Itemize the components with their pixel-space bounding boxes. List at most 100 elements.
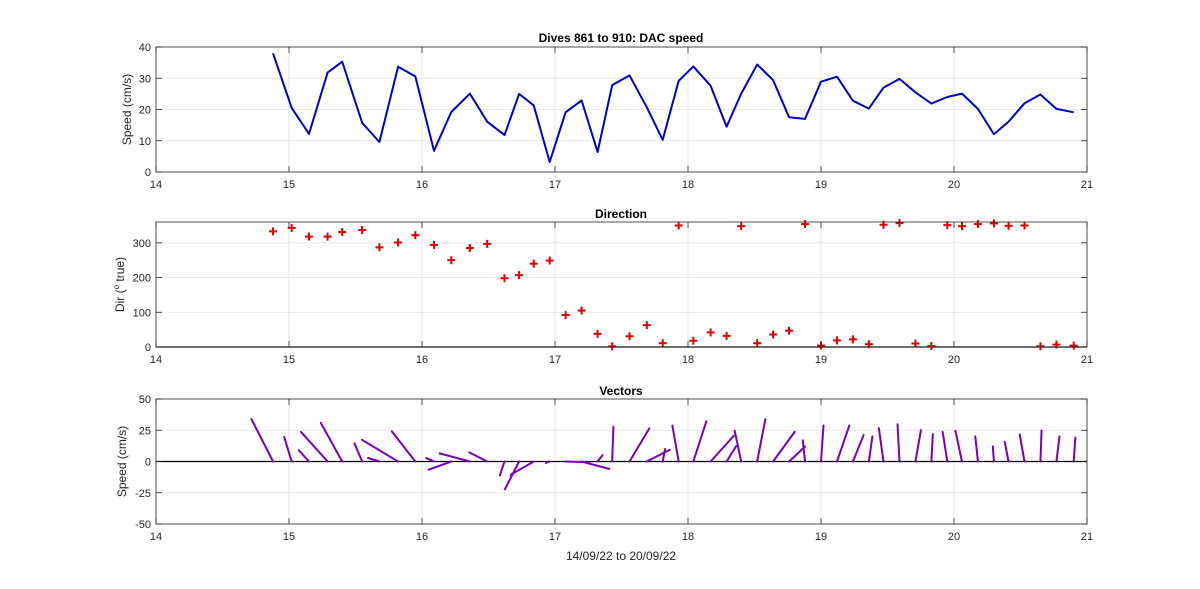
speed-x-ticks: 14 15 16 17 18 19 20 21 — [150, 47, 1093, 191]
vector-stick — [896, 423, 901, 463]
direction-point — [911, 339, 920, 348]
vector-stick — [611, 425, 615, 463]
vector-stick — [733, 429, 743, 463]
direction-point — [429, 240, 438, 249]
direction-point — [500, 274, 509, 283]
x-tick-label: 16 — [416, 354, 428, 366]
x-tick-label: 19 — [815, 354, 827, 366]
direction-plot-area — [156, 222, 1087, 347]
x-tick-label: 19 — [815, 531, 827, 543]
vector-stick — [544, 460, 551, 464]
y-tick-label: 25 — [139, 425, 151, 437]
vector-stick — [1018, 433, 1026, 463]
vector-stick — [1039, 429, 1043, 463]
y-tick-label: 10 — [139, 136, 151, 148]
y-tick-label: 20 — [139, 105, 151, 117]
direction-point — [957, 222, 966, 231]
x-tick-label: 15 — [283, 179, 295, 191]
direction-point — [927, 341, 936, 350]
y-tick-label: -50 — [135, 519, 151, 531]
vector-stick — [661, 447, 667, 463]
vector-stick — [580, 460, 611, 470]
direction-chart-title: Direction — [595, 207, 647, 221]
x-tick-label: 17 — [549, 179, 561, 191]
vector-stick — [772, 430, 796, 463]
vectors-y-ticks: -50 -25 0 25 50 — [135, 394, 1087, 531]
vector-stick — [297, 449, 310, 463]
vector-stick — [851, 434, 865, 463]
x-tick-label: 15 — [283, 531, 295, 543]
vector-stick — [596, 454, 604, 463]
direction-point — [753, 339, 762, 348]
direction-point — [832, 336, 841, 345]
direction-y-label-main: Dir ( — [113, 289, 127, 312]
vector-stick — [283, 435, 293, 463]
vector-stick — [366, 456, 381, 463]
vector-stick — [974, 435, 979, 463]
vector-stick — [503, 460, 521, 491]
x-tick-label: 19 — [815, 179, 827, 191]
direction-point — [561, 311, 570, 320]
direction-point — [848, 335, 857, 344]
direction-point — [394, 238, 403, 247]
vector-stick — [801, 439, 807, 463]
vector-stick — [498, 460, 506, 477]
vector-stick — [820, 424, 825, 463]
direction-point — [304, 232, 313, 241]
y-tick-label: 100 — [133, 307, 151, 319]
direction-point — [545, 256, 554, 265]
y-tick-label: 0 — [145, 342, 151, 354]
vector-stick — [671, 424, 680, 463]
direction-point — [375, 243, 384, 252]
direction-point — [483, 239, 492, 248]
speed-series — [272, 52, 1074, 163]
direction-point — [674, 221, 683, 230]
y-tick-label: 50 — [139, 394, 151, 406]
direction-point — [323, 232, 332, 241]
vector-stick — [299, 430, 329, 463]
y-tick-label: 300 — [133, 238, 151, 250]
x-tick-label: 16 — [416, 179, 428, 191]
vector-stick — [1072, 436, 1077, 463]
direction-point — [608, 342, 617, 351]
y-tick-label: 0 — [145, 457, 151, 469]
speed-y-axis-label: Speed (cm/s) — [120, 74, 134, 145]
x-tick-label: 17 — [549, 531, 561, 543]
x-tick-label: 18 — [682, 179, 694, 191]
direction-point — [658, 339, 667, 348]
direction-point — [769, 330, 778, 339]
vector-stick — [319, 421, 344, 463]
vector-stick — [835, 424, 851, 463]
speed-y-ticks: 0 10 20 30 40 — [139, 42, 1087, 179]
direction-point — [642, 321, 651, 330]
vector-stick — [360, 438, 400, 463]
y-tick-label: 200 — [133, 273, 151, 285]
vectors-x-axis-label: 14/09/22 to 20/09/22 — [566, 549, 676, 563]
direction-point — [515, 271, 524, 280]
direction-point — [447, 256, 456, 265]
vector-stick — [877, 427, 885, 463]
y-tick-label: -25 — [135, 488, 151, 500]
direction-point — [943, 221, 952, 230]
vector-stick — [867, 435, 874, 463]
direction-point — [577, 306, 586, 315]
vector-stick — [941, 430, 949, 463]
vectors-chart-title: Vectors — [599, 384, 643, 398]
direction-axes-frame — [155, 221, 1088, 348]
direction-point — [801, 220, 810, 229]
x-tick-label: 14 — [150, 354, 162, 366]
vector-stick — [390, 430, 417, 463]
direction-y-label-tail: true) — [113, 257, 127, 285]
vector-stick — [1003, 440, 1010, 463]
y-tick-label: 40 — [139, 42, 151, 54]
direction-point — [338, 228, 347, 237]
vector-stick — [628, 427, 651, 463]
vector-stick — [425, 457, 435, 463]
direction-point — [895, 219, 904, 228]
direction-point — [465, 244, 474, 253]
speed-chart-title: Dives 861 to 910: DAC speed — [539, 31, 704, 45]
vector-stick — [645, 448, 671, 463]
x-tick-label: 16 — [416, 531, 428, 543]
vectors-x-ticks: 14 15 16 17 18 19 20 21 — [150, 399, 1093, 543]
vector-stick — [427, 460, 453, 471]
